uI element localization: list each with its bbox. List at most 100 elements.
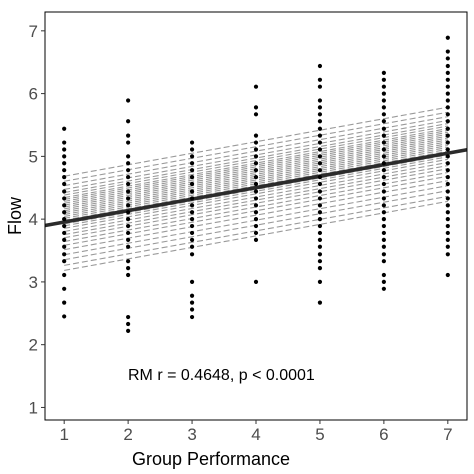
data-point [62,161,67,166]
data-point [445,181,450,187]
y-tick-label: 6 [29,85,38,104]
data-point [317,161,323,166]
data-point [189,217,195,222]
data-point [317,140,323,145]
data-point [317,84,323,89]
data-point [62,203,67,208]
data-point [317,279,323,285]
x-tick-label: 1 [59,425,68,444]
data-point [189,147,195,152]
data-point [381,133,386,138]
data-point [253,196,259,201]
data-point [445,133,450,138]
data-point [445,77,450,82]
annotation-label: RM r = 0.4648, p < 0.0001 [128,367,315,384]
data-point [126,328,131,333]
data-point [445,217,450,222]
data-point [253,112,259,117]
data-point [381,196,386,201]
data-point [126,265,131,271]
data-point [317,300,323,305]
data-point [381,77,386,82]
data-point [381,252,386,257]
data-point [445,154,450,159]
data-point [62,223,67,229]
data-point [253,168,259,173]
data-point [126,203,131,208]
data-point [126,98,131,103]
data-point [317,119,323,124]
data-point [126,196,131,201]
data-point [317,223,323,229]
data-point [445,189,450,194]
data-point [381,189,386,194]
data-point [253,230,259,236]
data-point [62,286,67,291]
data-point [189,314,195,320]
data-point [126,168,131,173]
data-point [126,321,131,327]
data-point [381,91,386,96]
data-point [381,161,386,166]
data-point [189,181,195,187]
x-tick-label: 7 [443,425,452,444]
data-point [189,154,195,159]
data-point [381,203,386,208]
data-point [445,223,450,229]
data-point [126,259,131,264]
data-point [445,105,450,110]
data-point [381,147,386,152]
data-point [62,210,67,215]
data-point [189,210,195,215]
data-point [445,252,450,257]
data-point [445,35,450,40]
common-fit-line-group [44,147,468,228]
data-point [62,314,67,319]
x-tick-label: 6 [379,425,388,444]
data-point [317,230,323,236]
data-point [317,63,323,69]
x-tick-label: 3 [187,425,196,444]
data-point [317,147,323,152]
data-point [62,259,67,264]
data-point [253,105,259,110]
data-point [126,244,131,249]
data-point [381,168,386,173]
data-point [62,196,67,201]
data-point [62,300,67,305]
data-point [381,181,386,187]
data-point [62,189,67,194]
data-point [189,252,195,257]
data-point [317,196,323,201]
data-point [381,210,386,215]
data-point [253,161,259,166]
data-point [445,237,450,242]
data-point [317,252,323,257]
data-point [445,147,450,152]
x-tick-label: 5 [315,425,324,444]
data-point [62,174,67,180]
data-point [62,244,67,249]
data-point [62,272,67,278]
y-axis-ticks: 1 2 3 4 5 6 7 [29,22,45,417]
data-point [381,259,386,264]
data-points [62,35,450,333]
data-point [62,217,67,222]
data-point [445,244,450,249]
data-point [381,140,386,145]
data-point [253,237,259,242]
data-point [253,147,259,152]
data-point [189,174,195,180]
data-point [62,181,67,187]
data-point [381,174,386,180]
data-point [317,168,323,173]
data-point [317,126,323,131]
data-point [62,237,67,242]
data-point [445,168,450,173]
data-point [445,112,450,117]
data-point [126,119,131,124]
y-tick-label: 4 [29,210,38,229]
data-point [126,174,131,180]
data-point [189,168,195,173]
